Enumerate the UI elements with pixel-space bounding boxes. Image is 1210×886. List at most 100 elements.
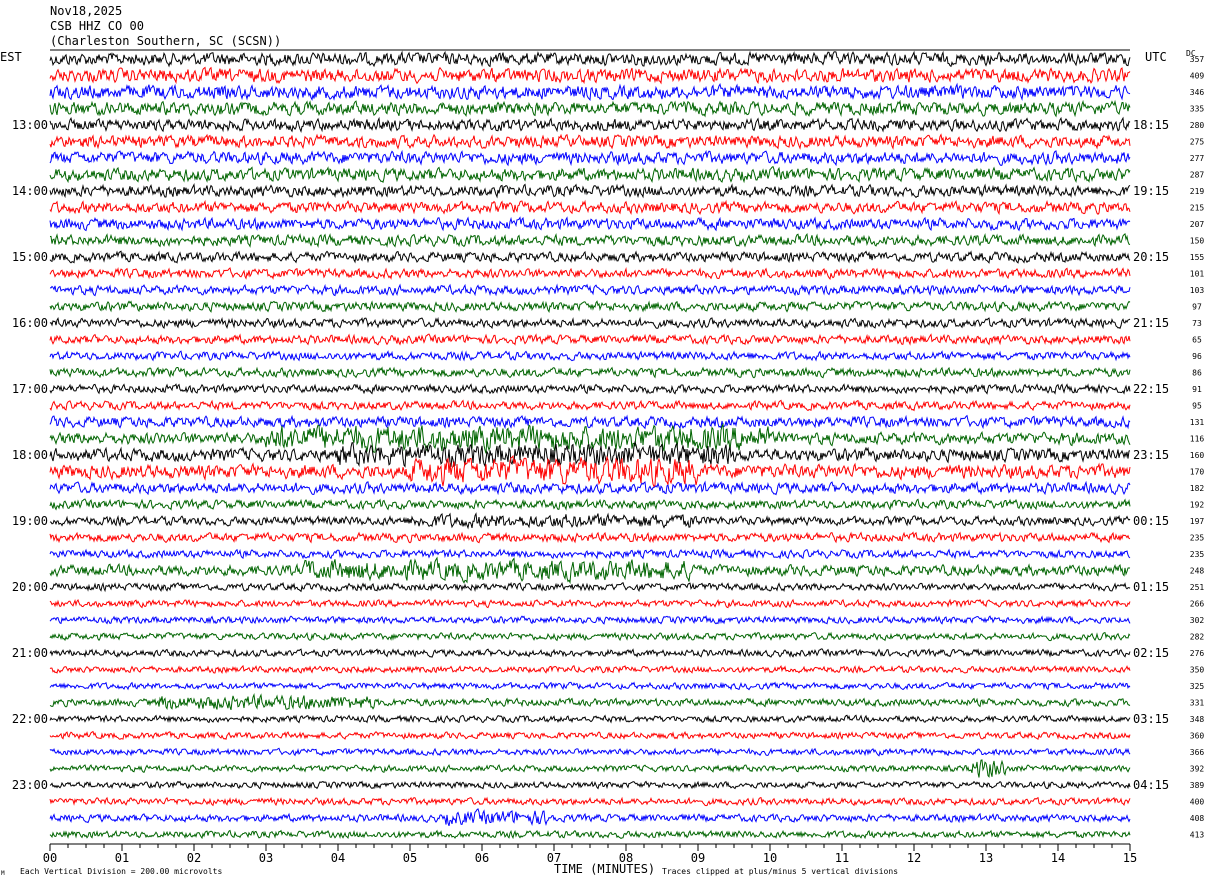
dc-offset-label: 348: [1190, 715, 1205, 724]
dc-offset-label: 287: [1190, 171, 1205, 180]
x-tick-label: 09: [691, 851, 705, 865]
trace-42: [49, 730, 1131, 741]
right-hour-label: 22:15: [1133, 382, 1169, 396]
trace-15: [49, 283, 1131, 297]
dc-offset-label: 408: [1190, 814, 1205, 823]
right-hour-label: 04:15: [1133, 778, 1169, 792]
right-hour-label: 03:15: [1133, 712, 1169, 726]
dc-offset-label: 182: [1190, 484, 1205, 493]
trace-33: [49, 581, 1131, 593]
dc-offset-label: 73: [1192, 319, 1202, 328]
x-tick-label: 00: [43, 851, 57, 865]
trace-39: [49, 681, 1131, 691]
scale-note: Each Vertical Division = 200.00 microvol…: [20, 867, 223, 876]
dc-offset-label: 150: [1190, 237, 1205, 246]
trace-27: [49, 480, 1131, 496]
dc-offset-label: 282: [1190, 633, 1205, 642]
trace-38: [49, 664, 1131, 674]
trace-47: [49, 808, 1131, 827]
trace-28: [49, 498, 1131, 511]
dc-offset-label: 331: [1190, 699, 1205, 708]
dc-offset-label: 276: [1190, 649, 1205, 658]
dc-header-label: DC: [1186, 49, 1196, 58]
dc-offset-label: 302: [1190, 616, 1205, 625]
trace-21: [49, 383, 1131, 395]
x-tick-label: 08: [619, 851, 633, 865]
trace-37: [49, 648, 1131, 658]
trace-11: [49, 216, 1131, 232]
dc-offset-label: 86: [1192, 369, 1202, 378]
trace-22: [49, 399, 1131, 412]
corner-mark: M: [1, 870, 5, 877]
trace-31: [49, 548, 1131, 560]
x-tick-label: 14: [1051, 851, 1065, 865]
dc-offset-label: 95: [1192, 402, 1202, 411]
trace-45: [49, 780, 1131, 790]
left-hour-label: 13:00: [12, 118, 48, 132]
dc-offset-label: 103: [1190, 286, 1205, 295]
x-tick-label: 12: [907, 851, 921, 865]
dc-offset-label: 400: [1190, 798, 1205, 807]
dc-offset-label: 197: [1190, 517, 1205, 526]
dc-offset-label: 131: [1190, 418, 1205, 427]
trace-18: [49, 333, 1131, 346]
right-hour-label: 01:15: [1133, 580, 1169, 594]
trace-30: [49, 531, 1131, 544]
left-hour-label: 14:00: [12, 184, 48, 198]
right-hour-label: 02:15: [1133, 646, 1169, 660]
x-axis-title: TIME (MINUTES): [554, 862, 656, 876]
trace-34: [49, 598, 1131, 609]
dc-offset-label: 335: [1190, 105, 1205, 114]
x-tick-label: 07: [547, 851, 561, 865]
right-hour-label: 00:15: [1133, 514, 1169, 528]
trace-40: [49, 692, 1131, 711]
trace-4: [49, 99, 1131, 118]
dc-offset-label: 207: [1190, 220, 1205, 229]
trace-46: [49, 796, 1131, 807]
trace-6: [49, 133, 1131, 150]
dc-offset-label: 366: [1190, 748, 1205, 757]
trace-8: [49, 165, 1131, 184]
left-hour-label: 18:00: [12, 448, 48, 462]
dc-offset-label: 392: [1190, 765, 1205, 774]
dc-offset-label: 277: [1190, 154, 1205, 163]
trace-16: [49, 299, 1131, 313]
trace-1: [49, 50, 1131, 68]
left-hour-label: 19:00: [12, 514, 48, 528]
trace-26: [49, 454, 1131, 489]
trace-32: [49, 556, 1131, 585]
trace-9: [49, 183, 1131, 199]
trace-12: [49, 232, 1131, 248]
trace-2: [49, 66, 1131, 85]
trace-35: [49, 615, 1131, 625]
dc-offset-label: 97: [1192, 303, 1202, 312]
dc-offset-label: 215: [1190, 204, 1205, 213]
dc-offset-label: 101: [1190, 270, 1205, 279]
dc-offset-label: 235: [1190, 550, 1205, 559]
trace-36: [49, 631, 1131, 642]
x-tick-label: 05: [403, 851, 417, 865]
left-hour-label: 23:00: [12, 778, 48, 792]
clip-note: Traces clipped at plus/minus 5 vertical …: [662, 867, 899, 876]
trace-44: [49, 759, 1131, 778]
left-hour-label: 20:00: [12, 580, 48, 594]
trace-7: [49, 149, 1131, 167]
left-hour-label: 15:00: [12, 250, 48, 264]
dc-offset-label: 325: [1190, 682, 1205, 691]
dc-offset-label: 280: [1190, 121, 1205, 130]
right-hour-label: 20:15: [1133, 250, 1169, 264]
dc-offset-label: 96: [1192, 352, 1202, 361]
x-tick-label: 13: [979, 851, 993, 865]
left-timezone-label: EST: [0, 50, 22, 64]
trace-10: [49, 199, 1131, 216]
x-tick-label: 11: [835, 851, 849, 865]
dc-offset-label: 251: [1190, 583, 1205, 592]
dc-offset-label: 65: [1192, 336, 1202, 345]
trace-14: [49, 267, 1131, 281]
dc-offset-label: 155: [1190, 253, 1205, 262]
left-hour-label: 22:00: [12, 712, 48, 726]
dc-offset-label: 116: [1190, 435, 1205, 444]
x-tick-label: 15: [1123, 851, 1137, 865]
right-hour-label: 21:15: [1133, 316, 1169, 330]
trace-41: [49, 714, 1131, 724]
